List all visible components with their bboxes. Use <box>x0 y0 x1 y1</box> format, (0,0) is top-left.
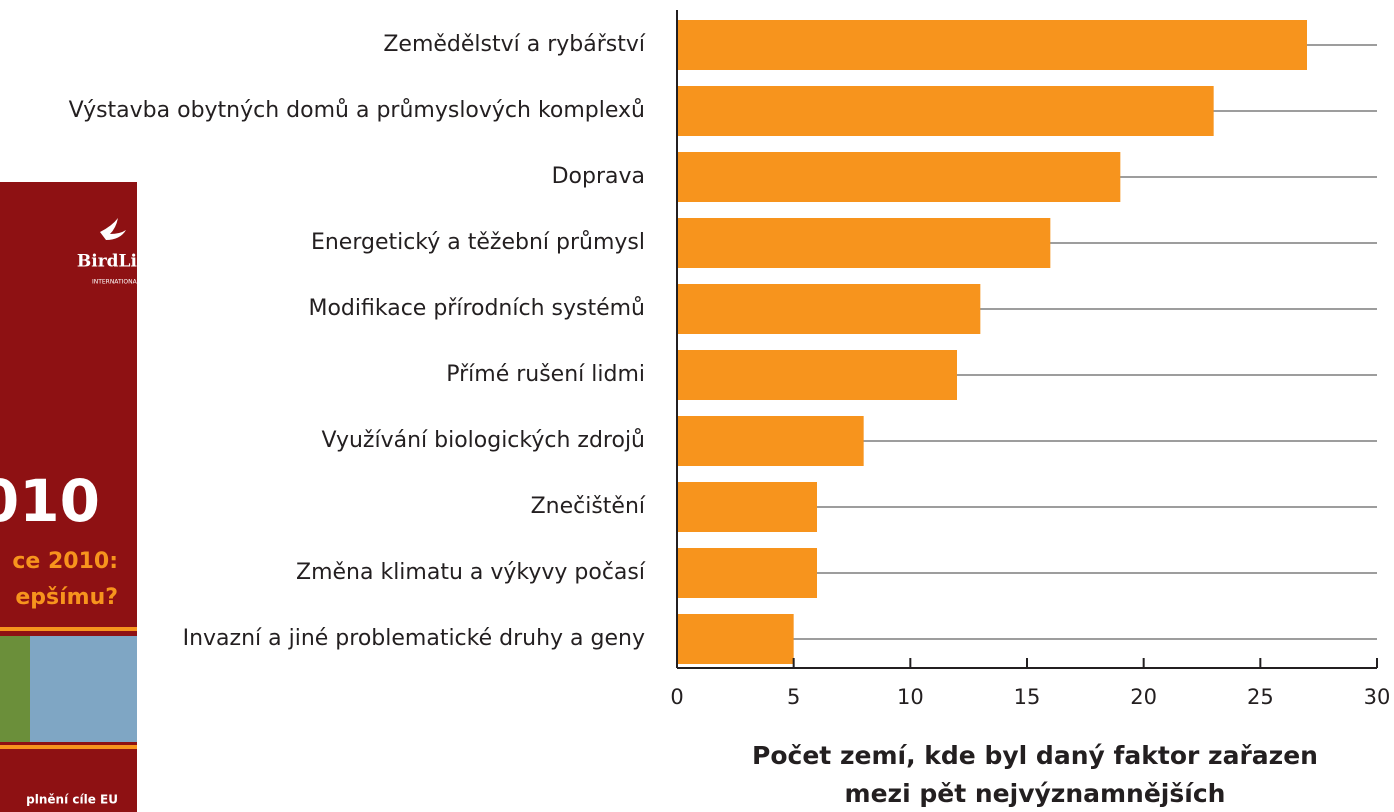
x-tick-label: 25 <box>1247 685 1274 709</box>
x-tick-label: 15 <box>1014 685 1041 709</box>
x-tick-label: 10 <box>897 685 924 709</box>
cover-line: ce 2010: <box>12 549 118 574</box>
page: BirdLife INTERNATIONAL 010 ce 2010: epší… <box>0 0 1394 812</box>
x-tick-label: 20 <box>1130 685 1157 709</box>
x-tick-label: 5 <box>787 685 800 709</box>
x-tick-label: 30 <box>1364 685 1391 709</box>
category-label: Zemědělství a rybářství <box>383 32 646 57</box>
category-label: Doprava <box>552 164 645 189</box>
bar <box>677 284 980 334</box>
cover-photo <box>0 636 30 742</box>
category-label: Výstavba obytných domů a průmyslových ko… <box>69 98 645 123</box>
chart: BirdLife INTERNATIONAL 010 ce 2010: epší… <box>0 0 1394 812</box>
x-axis-label: mezi pět nejvýznamnějších <box>845 779 1226 808</box>
x-tick-label: 0 <box>670 685 683 709</box>
category-label: Přímé rušení lidmi <box>446 362 645 387</box>
cover-band <box>0 745 137 749</box>
cover-photo <box>30 636 137 742</box>
cover-year: 010 <box>0 467 100 535</box>
bar <box>677 416 864 466</box>
bar <box>677 548 817 598</box>
cover-line: epšímu? <box>15 585 118 610</box>
category-label: Změna klimatu a výkyvy počasí <box>296 560 646 585</box>
category-label: Využívání biologických zdrojů <box>321 428 645 453</box>
category-label: Energetický a těžební průmysl <box>311 230 645 255</box>
book-cover: BirdLife INTERNATIONAL 010 ce 2010: epší… <box>0 182 155 812</box>
x-axis-label: Počet zemí, kde byl daný faktor zařazen <box>752 741 1318 770</box>
cover-footer: plnění cíle EU <box>26 793 118 807</box>
category-label: Modifikace přírodních systémů <box>308 296 645 321</box>
logo-sub: INTERNATIONAL <box>92 279 141 286</box>
cover-band <box>0 627 137 631</box>
bar <box>677 482 817 532</box>
bar <box>677 350 957 400</box>
bar <box>677 614 794 664</box>
bar <box>677 20 1307 70</box>
category-label: Invazní a jiné problematické druhy a gen… <box>183 626 645 651</box>
bar <box>677 218 1050 268</box>
bar <box>677 152 1120 202</box>
category-label: Znečištění <box>531 494 646 519</box>
bar <box>677 86 1214 136</box>
logo: BirdLife <box>77 252 155 272</box>
